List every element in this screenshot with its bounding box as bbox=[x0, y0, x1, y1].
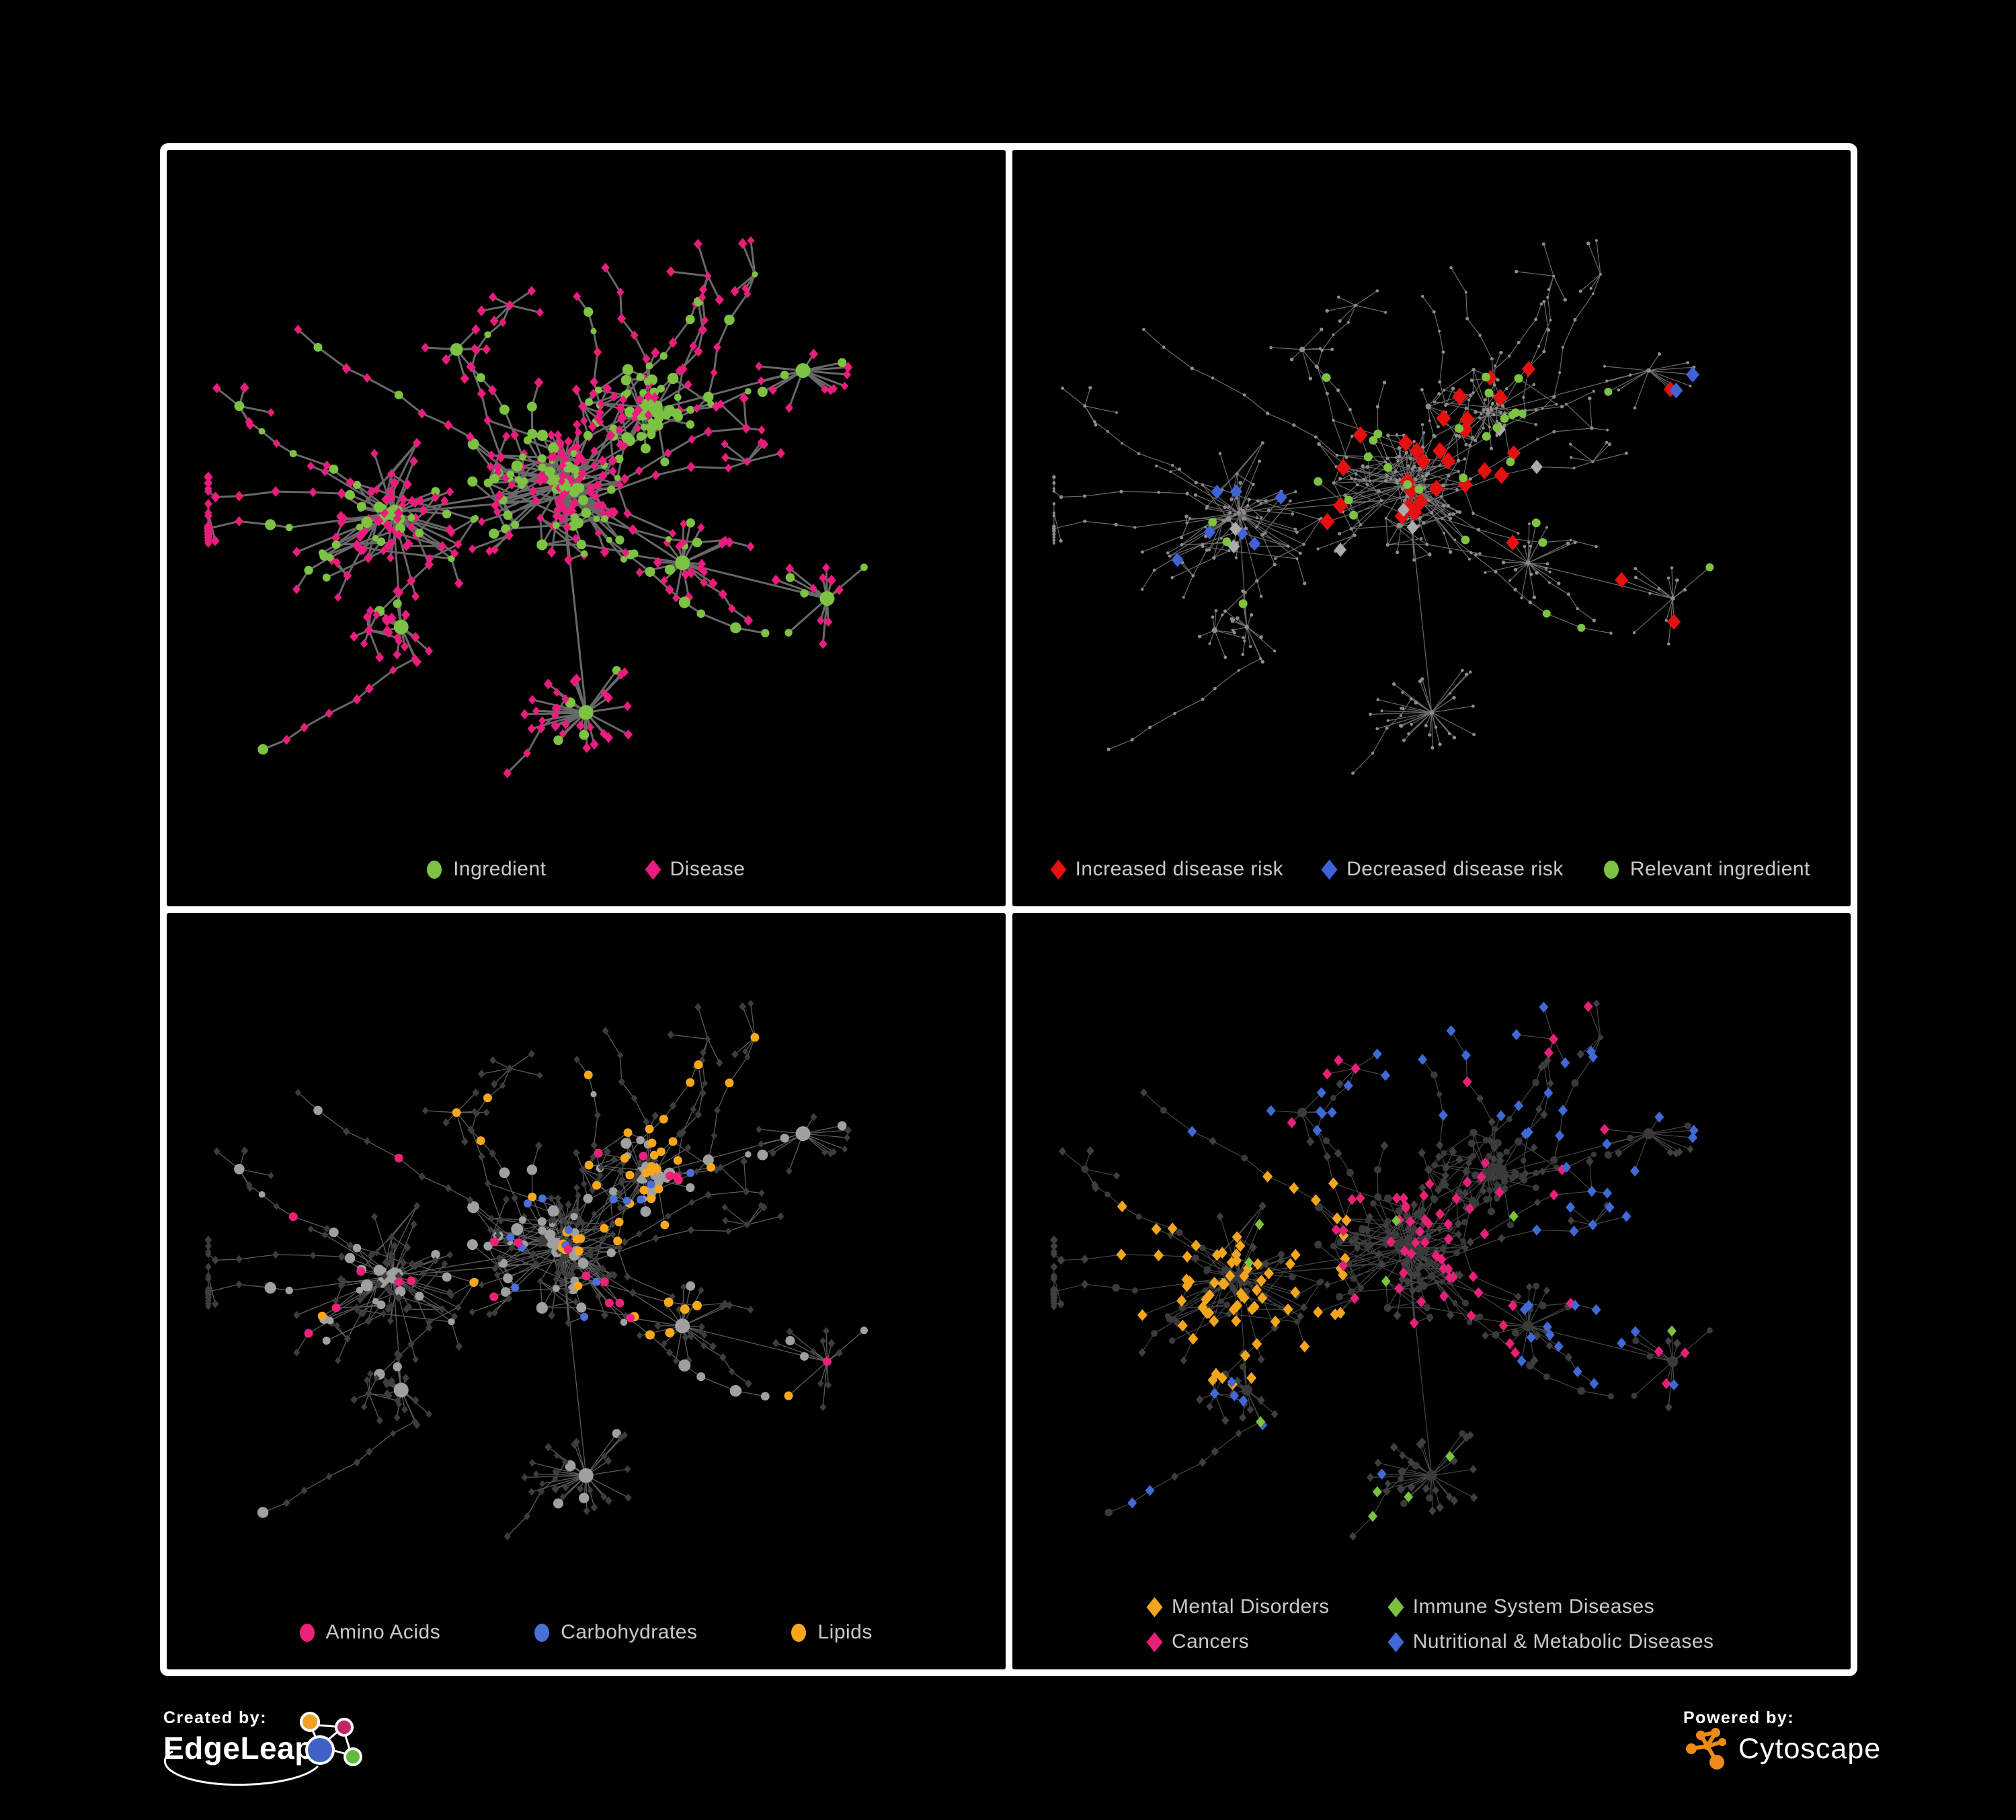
legend-label: Decreased disease risk bbox=[1346, 858, 1564, 880]
edgeleap-node-orange bbox=[300, 1712, 320, 1732]
legend-disease-risk: Increased disease risk Decreased disease… bbox=[1012, 858, 1851, 881]
legend-item-mental-disorders: Mental Disorders bbox=[1146, 1595, 1330, 1618]
mental-disorders-diamond-icon bbox=[1146, 1596, 1163, 1618]
legend-label: Amino Acids bbox=[325, 1621, 441, 1643]
edgeleap-logo-icon bbox=[163, 1712, 362, 1786]
relevant-ingredient-circle-icon bbox=[1603, 860, 1619, 879]
nutritional-metabolic-diamond-icon bbox=[1387, 1631, 1404, 1653]
nodes-layer bbox=[204, 1000, 868, 1541]
cytoscape-logo-icon bbox=[1686, 1728, 1726, 1770]
legend-label: Nutritional & Metabolic Diseases bbox=[1412, 1630, 1714, 1653]
carbohydrates-circle-icon bbox=[534, 1623, 550, 1642]
figure-frame: Ingredient Disease Increased disease ris… bbox=[160, 143, 1857, 1676]
legend-item-amino-acids: Amino Acids bbox=[299, 1621, 441, 1644]
powered-by-label: Powered by: bbox=[1683, 1708, 1795, 1727]
legend-item-relevant-ingredient: Relevant ingredient bbox=[1603, 858, 1810, 881]
legend-ingredient-disease: Ingredient Disease bbox=[167, 858, 1006, 881]
powered-by-block: Powered by: Cytoscape bbox=[1683, 1708, 1925, 1789]
legend-item-lipids: Lipids bbox=[791, 1621, 872, 1644]
legend-item-increased-risk: Increased disease risk bbox=[1050, 858, 1284, 881]
edges-layer bbox=[207, 240, 865, 775]
panel-ingredient-classes-network: Amino Acids Carbohydrates Lipids bbox=[167, 913, 1006, 1669]
legend-item-disease: Disease bbox=[644, 858, 745, 881]
legend-item-ingredient: Ingredient bbox=[427, 858, 546, 881]
panel-ingredient-disease-network: Ingredient Disease bbox=[167, 150, 1006, 906]
increased-risk-diamond-icon bbox=[1050, 859, 1067, 880]
panel-disease-risk-network: Increased disease risk Decreased disease… bbox=[1012, 150, 1851, 906]
immune-system-diamond-icon bbox=[1387, 1596, 1404, 1618]
edges-layer bbox=[1053, 1003, 1710, 1537]
nodes-layer bbox=[1051, 239, 1695, 775]
legend-item-cancers: Cancers bbox=[1146, 1630, 1250, 1653]
legend-label: Increased disease risk bbox=[1075, 858, 1284, 880]
amino-acids-circle-icon bbox=[299, 1623, 315, 1642]
legend-label: Cancers bbox=[1171, 1630, 1250, 1653]
created-by-label: Created by: bbox=[163, 1708, 268, 1727]
panel-disease-categories-network: Mental Disorders Immune System Diseases … bbox=[1012, 913, 1851, 1669]
highlighted-nodes-layer bbox=[1171, 361, 1713, 632]
legend-label: Ingredient bbox=[453, 858, 547, 880]
highlighted-nodes-layer bbox=[1116, 1000, 1699, 1522]
edgeleap-node-blue bbox=[305, 1735, 335, 1765]
legend-label: Mental Disorders bbox=[1171, 1595, 1330, 1618]
created-by-block: Created by: EdgeLeap bbox=[163, 1708, 392, 1803]
legend-disease-categories: Mental Disorders Immune System Diseases … bbox=[1012, 1595, 1851, 1653]
legend-label: Carbohydrates bbox=[561, 1621, 698, 1643]
legend-label: Immune System Diseases bbox=[1412, 1595, 1655, 1618]
lipids-circle-icon bbox=[791, 1623, 807, 1642]
decreased-risk-diamond-icon bbox=[1321, 859, 1338, 880]
network-graph-disease-risk bbox=[1012, 150, 1851, 906]
edges-layer bbox=[208, 1003, 864, 1537]
legend-item-immune-system-diseases: Immune System Diseases bbox=[1387, 1595, 1655, 1618]
nodes-layer bbox=[1049, 999, 1713, 1541]
network-graph-ingredient-classes bbox=[167, 913, 1006, 1669]
highlighted-nodes-layer bbox=[288, 1033, 832, 1400]
legend-label: Relevant ingredient bbox=[1629, 858, 1810, 880]
cancers-diamond-icon bbox=[1146, 1631, 1163, 1653]
edgeleap-node-magenta bbox=[335, 1718, 354, 1737]
legend-item-nutritional-metabolic-diseases: Nutritional & Metabolic Diseases bbox=[1387, 1630, 1714, 1653]
network-graph-ingredient-disease bbox=[167, 150, 1006, 906]
edgeleap-node-green bbox=[344, 1747, 362, 1766]
cytoscape-wordmark: Cytoscape bbox=[1738, 1732, 1882, 1765]
legend-ingredient-classes: Amino Acids Carbohydrates Lipids bbox=[167, 1621, 1006, 1644]
edges-layer bbox=[1053, 240, 1710, 774]
disease-diamond-icon bbox=[644, 859, 661, 880]
ingredient-circle-icon bbox=[427, 860, 442, 879]
edgeleap-wordmark: EdgeLeap bbox=[163, 1731, 314, 1766]
nodes-layer bbox=[203, 236, 868, 779]
legend-item-carbohydrates: Carbohydrates bbox=[534, 1621, 697, 1644]
legend-label: Lipids bbox=[817, 1621, 873, 1643]
legend-label: Disease bbox=[670, 858, 745, 880]
network-graph-disease-categories bbox=[1012, 913, 1851, 1669]
legend-item-decreased-risk: Decreased disease risk bbox=[1321, 858, 1564, 881]
